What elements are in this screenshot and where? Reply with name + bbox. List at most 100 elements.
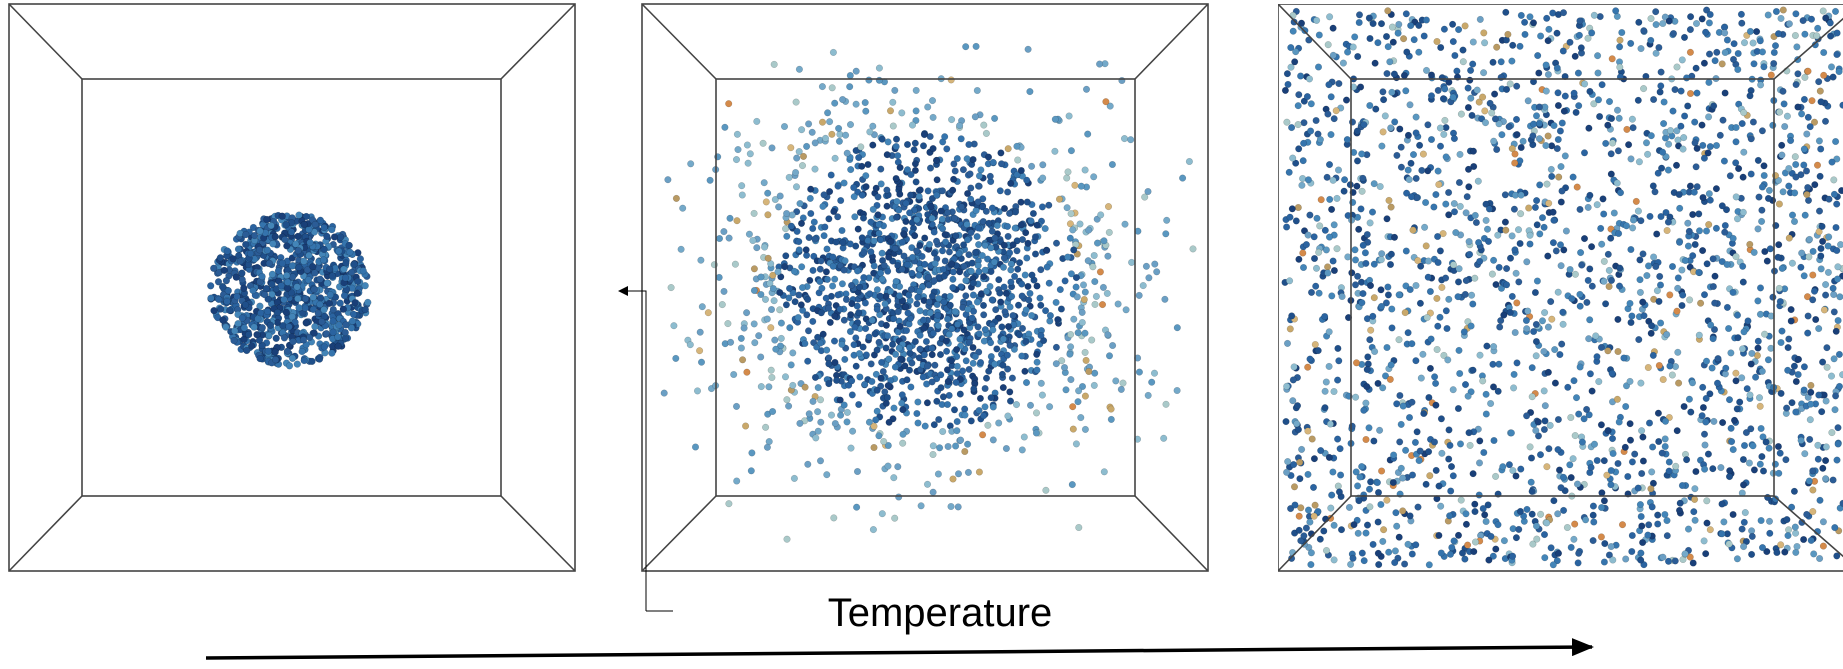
particle	[1414, 503, 1422, 511]
particle	[998, 323, 1006, 331]
particle	[1692, 19, 1701, 28]
particle	[1553, 64, 1561, 72]
particle	[1800, 161, 1808, 169]
particle	[801, 339, 809, 348]
particle	[795, 291, 803, 299]
particle	[934, 322, 942, 330]
particle	[990, 258, 998, 266]
particle	[873, 386, 881, 394]
particle	[271, 348, 279, 356]
particle	[1329, 176, 1337, 184]
particle	[952, 232, 960, 240]
particle	[1362, 399, 1370, 407]
particle	[1557, 198, 1565, 206]
particle	[1637, 556, 1645, 564]
particle	[771, 336, 779, 344]
particle	[903, 166, 912, 174]
particle	[1378, 142, 1386, 150]
particle	[1063, 204, 1071, 212]
particle	[1607, 481, 1615, 489]
particle	[328, 225, 336, 234]
particle	[1570, 535, 1578, 543]
particle	[1555, 466, 1564, 474]
particle	[1749, 118, 1757, 126]
particle	[323, 279, 331, 287]
particle	[1733, 405, 1741, 413]
particle	[1608, 369, 1616, 377]
particle	[1655, 297, 1663, 305]
particle	[336, 299, 344, 307]
particle	[1307, 288, 1316, 296]
particle	[1286, 213, 1294, 221]
particle	[1400, 35, 1408, 43]
particle	[1578, 438, 1586, 446]
particle	[1637, 379, 1645, 387]
particle	[1602, 139, 1610, 147]
particle	[1363, 383, 1371, 391]
particle	[287, 228, 296, 236]
particle	[984, 153, 993, 161]
particle	[793, 154, 801, 162]
particle	[1566, 265, 1574, 274]
particle	[1366, 282, 1375, 290]
particle	[879, 367, 887, 376]
particle	[1510, 205, 1518, 213]
particle	[1564, 383, 1572, 391]
particle	[1659, 553, 1667, 561]
particle	[295, 211, 303, 219]
particle	[1835, 68, 1843, 76]
particle	[1815, 325, 1823, 333]
particle	[759, 139, 767, 147]
particle	[783, 535, 791, 543]
particle	[320, 306, 328, 314]
particle	[1664, 218, 1672, 226]
particle	[1738, 19, 1746, 27]
particle	[825, 380, 833, 388]
particle	[1476, 257, 1484, 265]
particle	[1459, 58, 1467, 66]
particle	[953, 362, 961, 370]
particle	[1719, 116, 1727, 124]
particle	[216, 254, 225, 262]
particle	[1092, 292, 1100, 300]
particle	[1719, 419, 1727, 427]
particle	[1597, 343, 1605, 351]
particle	[1607, 276, 1616, 284]
particle	[335, 321, 343, 329]
particle	[1800, 535, 1808, 544]
particle	[952, 378, 960, 386]
particle	[1326, 13, 1334, 21]
particle	[831, 154, 839, 162]
particle	[743, 141, 751, 149]
particle	[1765, 444, 1773, 452]
particle	[1112, 377, 1120, 385]
particle	[1798, 249, 1806, 257]
particle	[837, 196, 845, 205]
particle	[878, 510, 886, 518]
particle	[1755, 394, 1764, 402]
particle	[1445, 188, 1453, 197]
particle	[1778, 141, 1786, 149]
particle	[1601, 540, 1609, 548]
particle	[919, 373, 927, 381]
particle	[1645, 521, 1653, 529]
particle	[1604, 250, 1612, 258]
particle	[928, 344, 936, 352]
particle	[1329, 24, 1337, 32]
particle	[1730, 40, 1738, 48]
particle	[848, 377, 856, 385]
particle	[1586, 87, 1594, 95]
particle	[219, 316, 227, 324]
particle	[687, 160, 695, 168]
particle	[1640, 27, 1648, 35]
particle	[1330, 556, 1338, 564]
particle	[1046, 403, 1054, 411]
particle	[1695, 268, 1703, 276]
particle	[1586, 265, 1594, 273]
particle	[855, 350, 863, 358]
particle	[1695, 227, 1704, 235]
particle	[875, 220, 883, 229]
particle	[1315, 31, 1323, 39]
particle	[1721, 48, 1729, 57]
particle	[1316, 136, 1324, 144]
